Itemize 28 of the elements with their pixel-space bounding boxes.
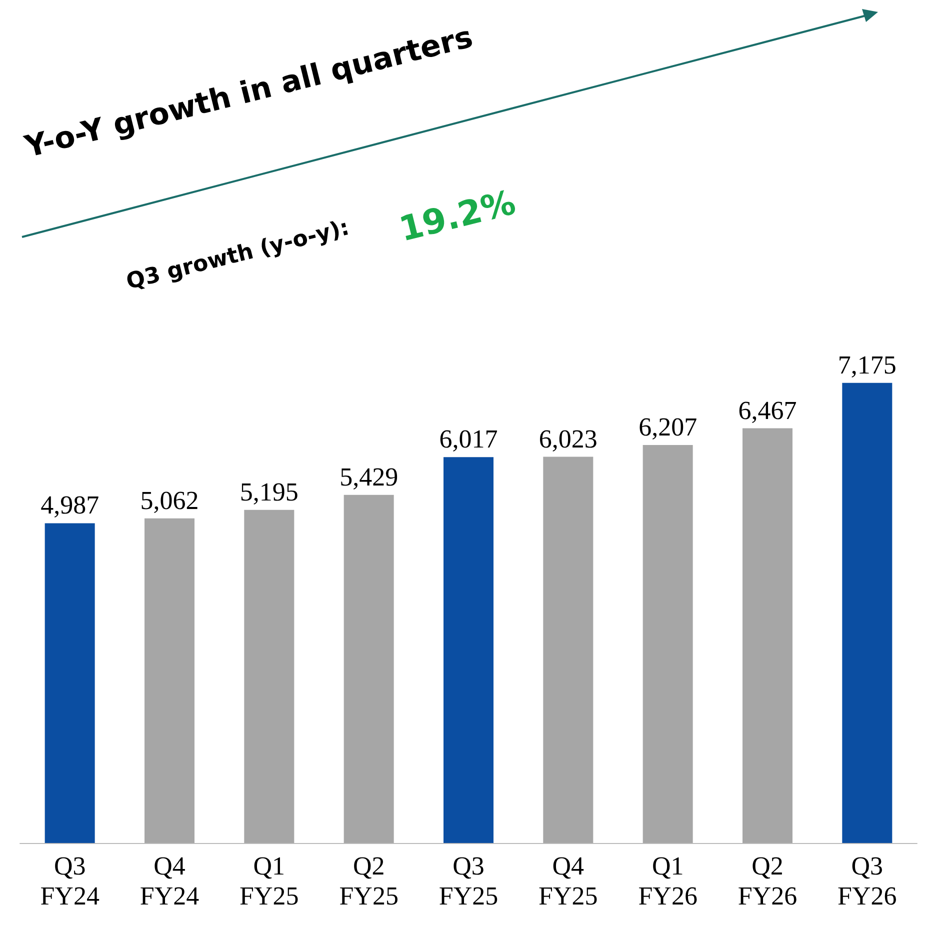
data-label: 5,062 <box>140 486 199 515</box>
bar <box>344 494 394 843</box>
text: 19.2% <box>395 182 520 250</box>
x-tick-label: Q3 FY26 <box>838 852 897 910</box>
x-tick-label: Q3 FY25 <box>438 852 498 910</box>
data-label: 6,017 <box>439 424 498 454</box>
data-label: 6,207 <box>638 412 698 442</box>
bar <box>144 518 194 843</box>
bar <box>444 457 494 843</box>
bar <box>44 523 95 843</box>
x-tick-label: Q2 FY26 <box>738 852 798 910</box>
data-label: 7,175 <box>838 350 896 380</box>
bar <box>642 444 693 843</box>
x-tick-label: Q3 FY24 <box>40 852 100 910</box>
bar <box>742 428 792 843</box>
data-label: 4,987 <box>40 490 100 520</box>
x-tick-label: Q1 FY25 <box>240 852 299 910</box>
data-label: 5,195 <box>240 477 298 506</box>
data-label: 5,429 <box>340 462 398 492</box>
bar <box>842 382 892 843</box>
data-label: 6,467 <box>738 396 797 425</box>
x-tick-label: Q4 FY24 <box>140 852 200 910</box>
data-label: 6,023 <box>538 424 598 454</box>
x-tick-label: Q4 FY25 <box>538 852 598 910</box>
x-tick-label: Q2 FY25 <box>339 852 398 910</box>
bar <box>244 510 294 843</box>
bar <box>543 456 594 843</box>
x-tick-label: Q1 FY26 <box>638 852 698 910</box>
